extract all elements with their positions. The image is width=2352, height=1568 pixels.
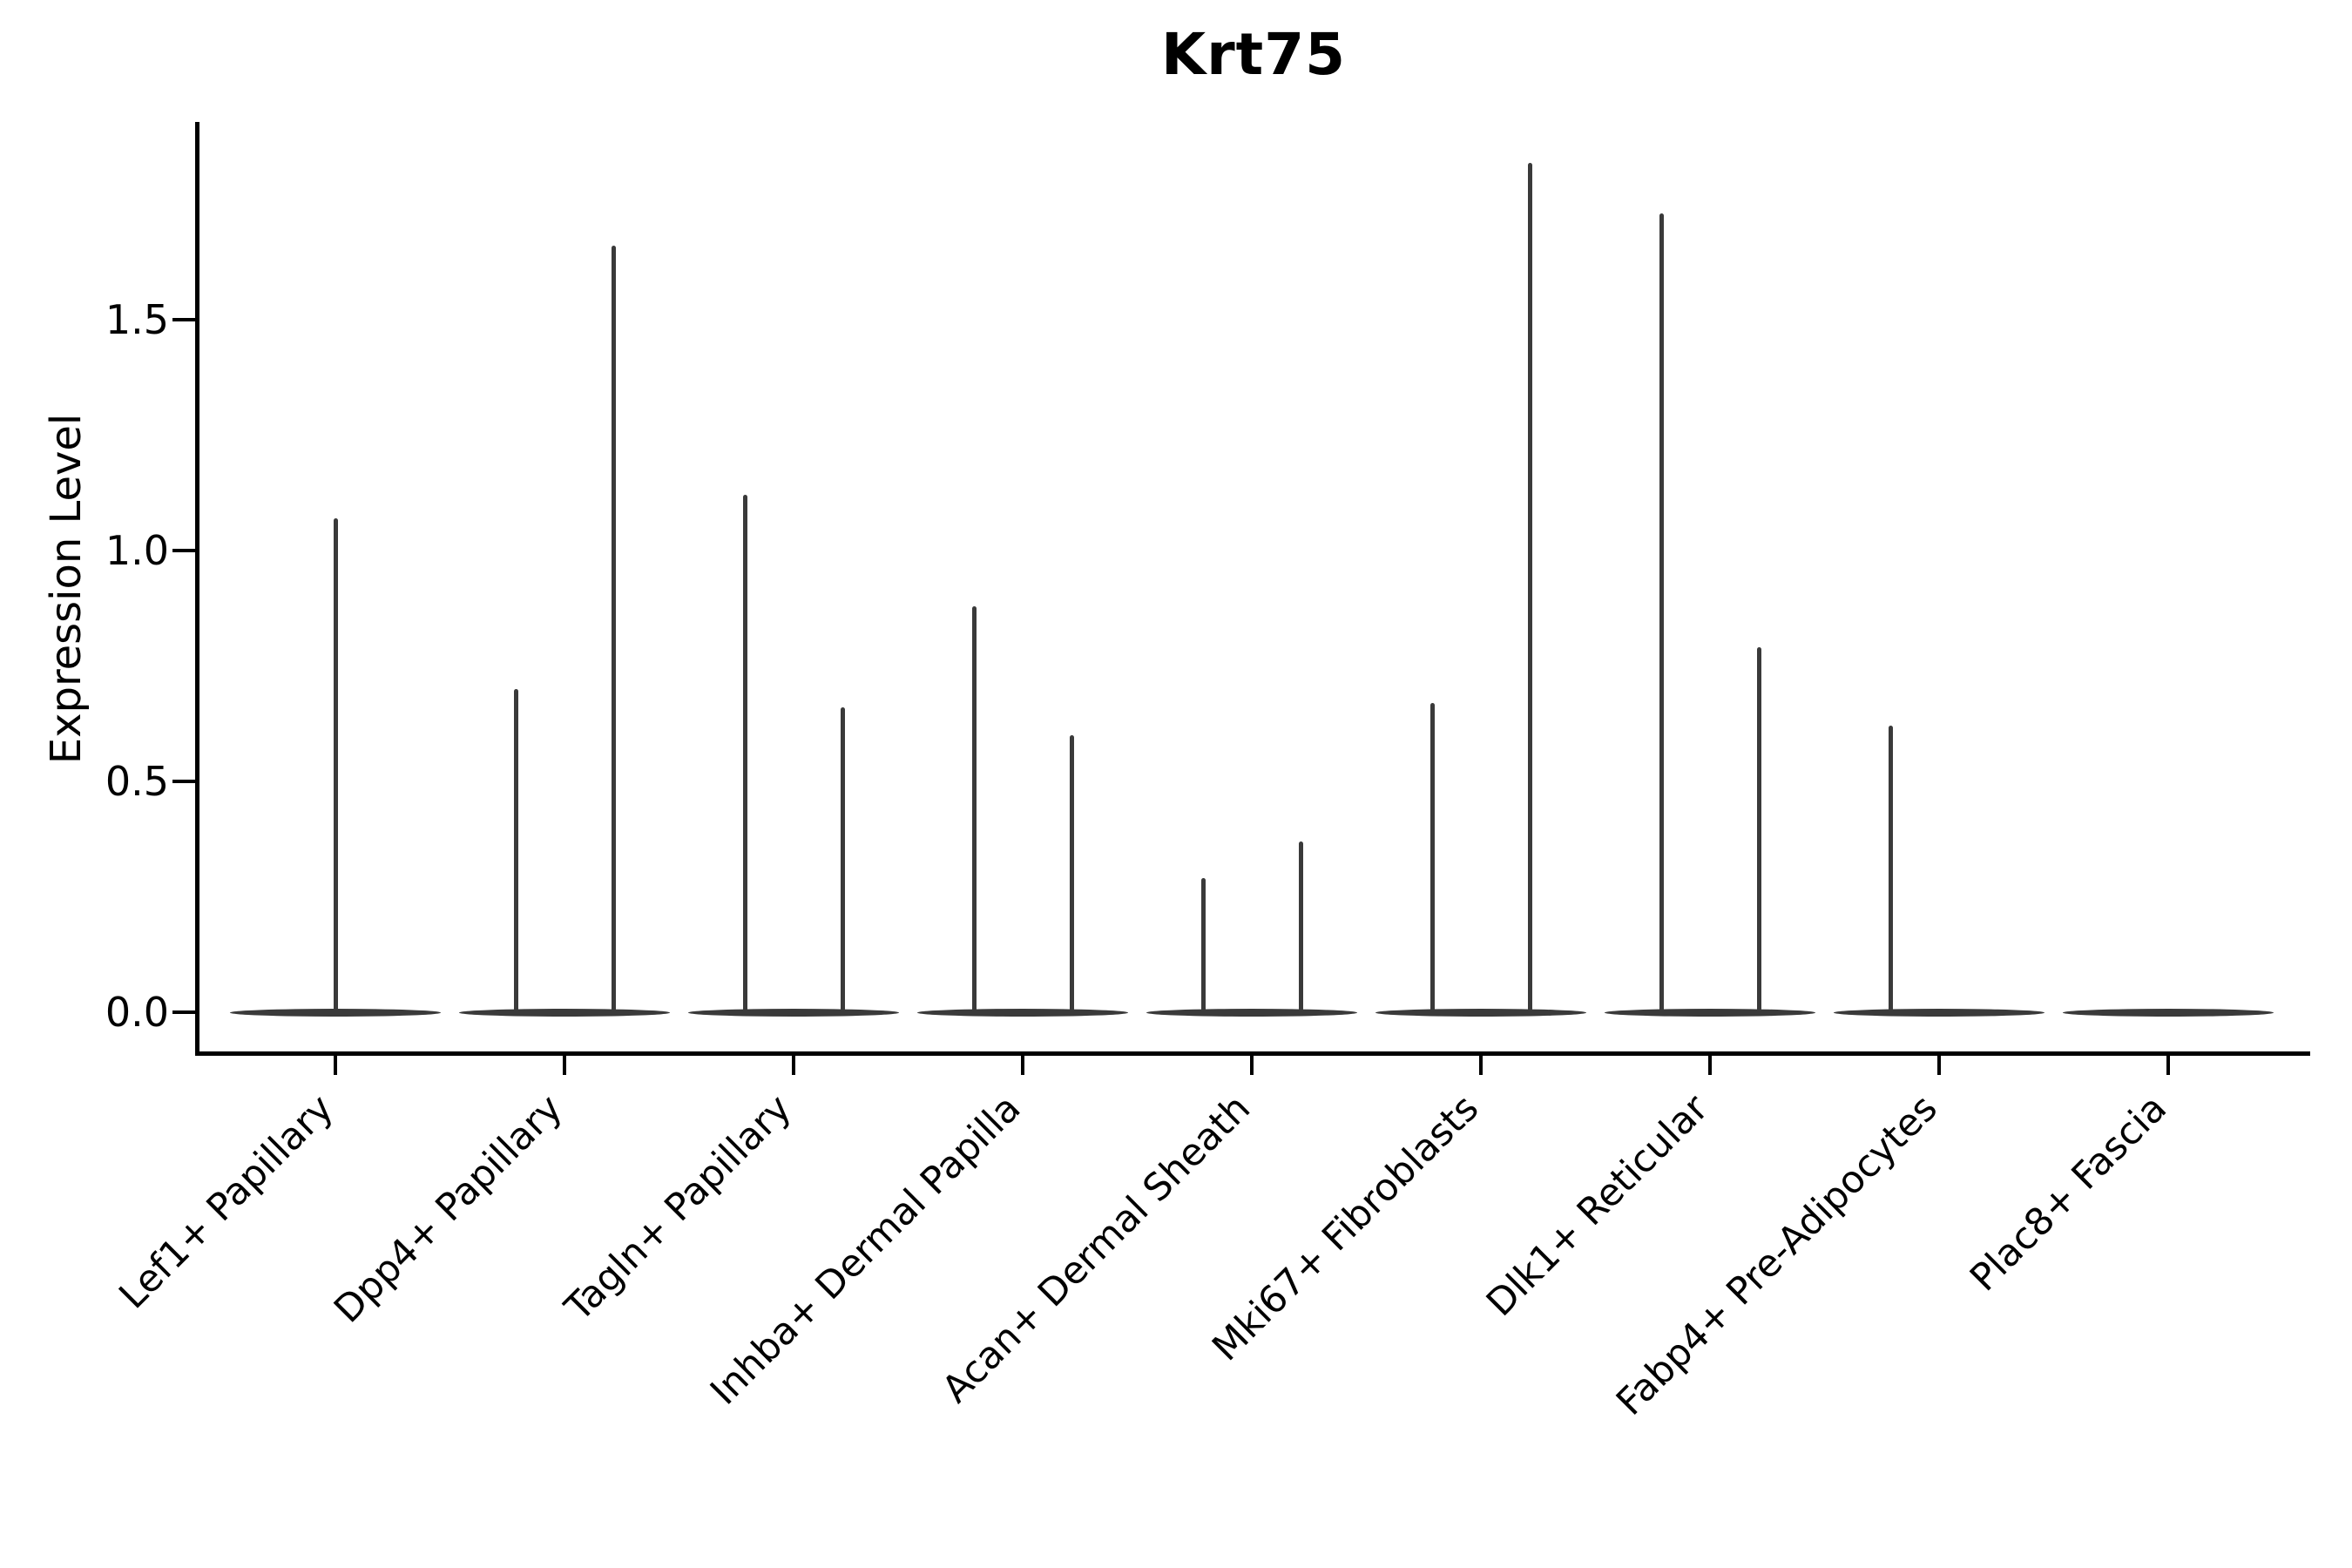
y-tick-label: 0.5	[105, 758, 169, 805]
violin-spike	[972, 606, 977, 1012]
violin-body	[1375, 1009, 1586, 1017]
y-axis-label: Expression Level	[42, 413, 91, 765]
violin-spike	[1430, 703, 1435, 1012]
violin-body	[1834, 1009, 2044, 1017]
violin-body	[2063, 1009, 2274, 1017]
y-tick-label: 1.5	[105, 296, 169, 343]
violin-body	[1605, 1009, 1815, 1017]
violin-body	[459, 1009, 670, 1017]
violin-body	[1146, 1009, 1357, 1017]
violin-body	[917, 1009, 1128, 1017]
violin-spike	[1889, 726, 1893, 1012]
y-tick-mark	[172, 780, 195, 783]
y-tick-mark	[172, 318, 195, 321]
violin-spike	[841, 707, 845, 1012]
x-tick-mark	[334, 1052, 337, 1075]
x-tick-label: Plac8+ Fascia	[1961, 1086, 2175, 1301]
y-tick-mark	[172, 549, 195, 552]
violin-spike	[743, 495, 747, 1012]
violin-spike	[1070, 735, 1074, 1012]
x-tick-mark	[1250, 1052, 1254, 1075]
violin-spike	[514, 689, 518, 1012]
violin-spike	[1528, 163, 1532, 1012]
violin-spike	[1299, 841, 1303, 1012]
x-tick-label: Dpp4+ Papillary	[326, 1086, 571, 1332]
violin-spike	[334, 518, 338, 1012]
x-tick-mark	[1708, 1052, 1712, 1075]
chart-title: Krt75	[1160, 21, 1347, 88]
x-tick-label: Tagln+ Papillary	[557, 1086, 801, 1330]
x-tick-label: Dlk1+ Reticular	[1477, 1086, 1717, 1326]
x-tick-mark	[563, 1052, 566, 1075]
violin-body	[688, 1009, 899, 1017]
x-tick-mark	[1937, 1052, 1941, 1075]
y-tick-mark	[172, 1010, 195, 1014]
violin-spike	[1757, 647, 1761, 1012]
x-tick-mark	[792, 1052, 795, 1075]
violin-body	[230, 1009, 441, 1017]
x-tick-label: Lef1+ Papillary	[111, 1086, 342, 1318]
violin-spike	[1659, 213, 1664, 1012]
y-tick-label: 0.0	[105, 989, 169, 1036]
violin-spike	[612, 246, 616, 1012]
y-axis-spine	[195, 122, 199, 1056]
x-tick-mark	[1479, 1052, 1483, 1075]
x-tick-mark	[1021, 1052, 1024, 1075]
y-tick-label: 1.0	[105, 527, 169, 574]
violin-spike	[1201, 878, 1206, 1012]
x-tick-mark	[2166, 1052, 2170, 1075]
